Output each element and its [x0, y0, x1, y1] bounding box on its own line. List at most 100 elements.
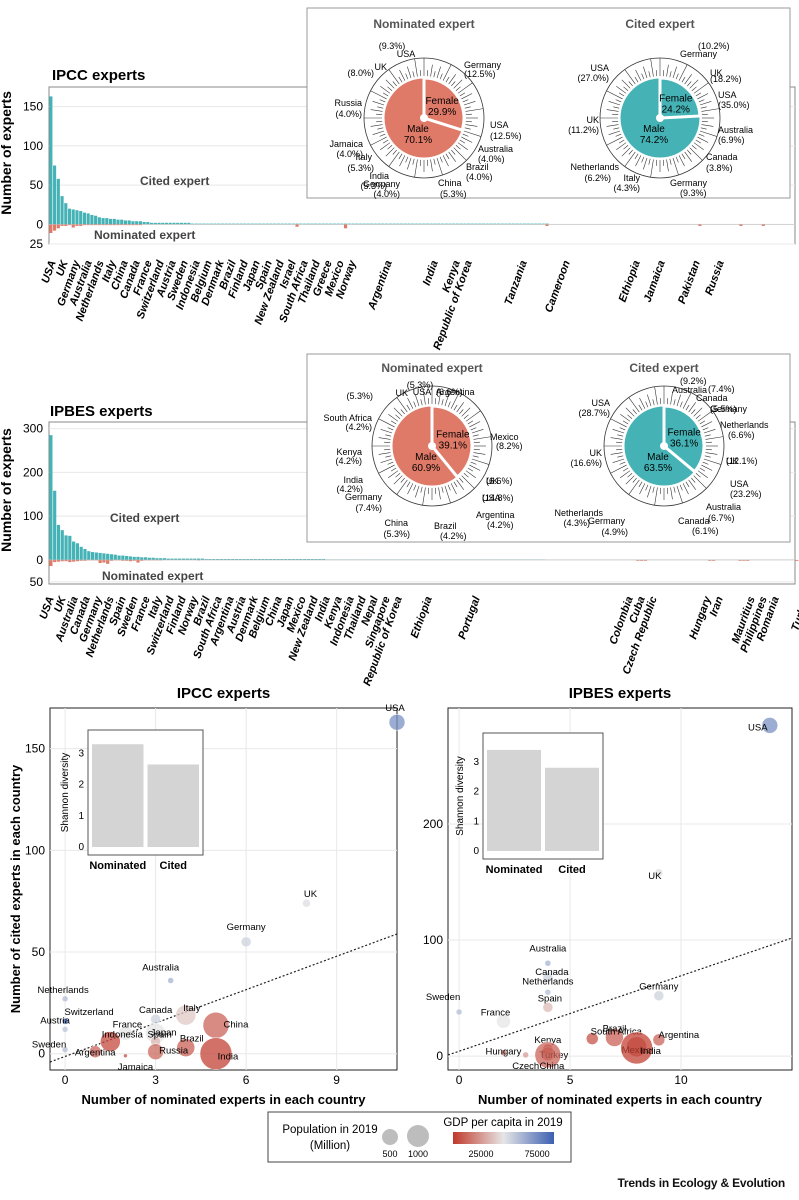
outer-ring-spoke — [691, 145, 697, 150]
data-point — [542, 971, 554, 983]
outer-ring-spoke — [388, 151, 400, 167]
cited-bar — [138, 221, 142, 225]
outer-ring-spoke — [370, 90, 387, 100]
outer-ring-spoke — [632, 477, 637, 483]
outer-ring-spoke — [456, 479, 464, 490]
y-tick-label: 100 — [23, 509, 43, 523]
x-axis-label: Number of nominated experts in each coun… — [478, 1092, 763, 1107]
outer-ring-spoke — [444, 394, 449, 407]
size-color-legend: Population in 2019 (Million) 500 1000 GDP pe… — [267, 1111, 572, 1163]
cited-bar — [176, 222, 180, 225]
y-tick-label: 150 — [25, 742, 45, 756]
cited-bar — [161, 222, 165, 225]
cited-bar — [196, 558, 201, 560]
pie-outer-pct: (4.0%) — [335, 109, 362, 119]
x-tick-label: 5 — [567, 1073, 574, 1087]
data-point — [123, 1053, 128, 1059]
pie-outer-label: USA — [413, 387, 432, 397]
cited-bar — [142, 222, 146, 225]
cited-bar — [102, 553, 106, 560]
point-label: Spain — [538, 993, 562, 1004]
cited-bar — [392, 223, 396, 225]
nominated-bar — [135, 224, 139, 226]
outer-ring-spoke — [705, 436, 724, 440]
outer-ring-spoke — [627, 414, 633, 419]
cited-bar — [53, 490, 57, 560]
outer-ring-spoke — [606, 136, 623, 146]
pie-center — [428, 442, 436, 450]
cited-bar — [127, 220, 131, 225]
legend-population-title: Population in 2019 — [282, 1124, 377, 1136]
outer-ring-spoke — [412, 71, 415, 78]
nominated-bar — [643, 559, 648, 561]
outer-ring-spoke — [395, 414, 401, 419]
cited-bar — [347, 223, 351, 225]
outer-ring-spoke — [413, 484, 417, 491]
cited-bar — [418, 223, 422, 225]
inset-y-tick: 1 — [78, 811, 84, 822]
cited-bar — [189, 558, 193, 560]
data-point — [653, 990, 665, 1001]
inset-bar — [545, 767, 599, 851]
cited-bar — [170, 558, 174, 560]
point-label: Canada — [535, 967, 569, 978]
outer-ring-spoke — [623, 86, 629, 91]
cited-bar — [362, 223, 366, 225]
trend-line — [447, 937, 793, 1056]
outer-ring-spoke — [621, 147, 631, 157]
outer-ring-spoke — [442, 64, 452, 81]
outer-ring-spoke — [623, 145, 629, 150]
outer-ring-spoke — [473, 452, 486, 455]
x-tick-label: 3 — [152, 1073, 159, 1087]
outer-ring-spoke — [673, 486, 676, 493]
point-label: Brazil — [180, 1034, 204, 1045]
outer-ring-spoke — [666, 159, 669, 172]
cited-bar — [108, 218, 113, 225]
cited-bar — [332, 223, 336, 225]
y-tick-label: 50 — [30, 575, 44, 589]
nominated-bar — [640, 559, 644, 561]
point-label: Japan — [151, 1027, 177, 1038]
cited-bar — [79, 211, 83, 225]
outer-ring-spoke — [439, 156, 443, 163]
outer-ring-spoke — [699, 101, 712, 106]
cited-bar — [234, 559, 239, 560]
outer-ring-spoke — [407, 397, 414, 409]
cited-bar — [280, 223, 284, 225]
outer-ring-spoke — [702, 427, 709, 431]
outer-ring-spoke — [372, 130, 385, 135]
pie-outer-pct: (4.2%) — [440, 531, 467, 541]
point-label: Sweden — [32, 1040, 66, 1051]
outer-ring-spoke — [689, 147, 703, 161]
cited-bar — [83, 548, 87, 560]
outer-ring — [363, 57, 485, 179]
outer-ring-spoke — [700, 127, 707, 130]
y-tick-label: 300 — [23, 422, 43, 436]
x-tick-label: Tanzania — [503, 259, 530, 307]
cited-bar — [162, 558, 167, 560]
outer-ring-spoke — [654, 487, 658, 506]
y-tick-label: 0 — [36, 553, 43, 567]
cited-bar — [146, 222, 150, 225]
cited-bar — [295, 223, 299, 225]
cited-bar — [98, 552, 102, 560]
outer-ring-spoke — [378, 452, 391, 455]
cited-bar — [109, 554, 114, 560]
point-label: Canada — [139, 1005, 173, 1016]
cited-bar — [288, 223, 292, 225]
cited-bar — [217, 223, 221, 225]
y-tick-label: 200 — [423, 817, 443, 831]
cited-bar — [302, 223, 307, 225]
legend-size-label: 1000 — [408, 1149, 428, 1159]
outer-ring-spoke — [455, 145, 461, 150]
x-tick-label: Portugal — [456, 594, 483, 641]
data-point — [544, 989, 552, 996]
cited-bar — [132, 556, 136, 560]
nominated-bar — [90, 224, 94, 226]
cited-bar — [388, 223, 392, 225]
pie-outer-label: USA — [482, 493, 501, 503]
cited-bar — [209, 223, 213, 225]
outer-ring-spoke — [681, 153, 686, 160]
outer-ring-spoke — [451, 81, 456, 87]
inset-bar — [92, 744, 144, 847]
